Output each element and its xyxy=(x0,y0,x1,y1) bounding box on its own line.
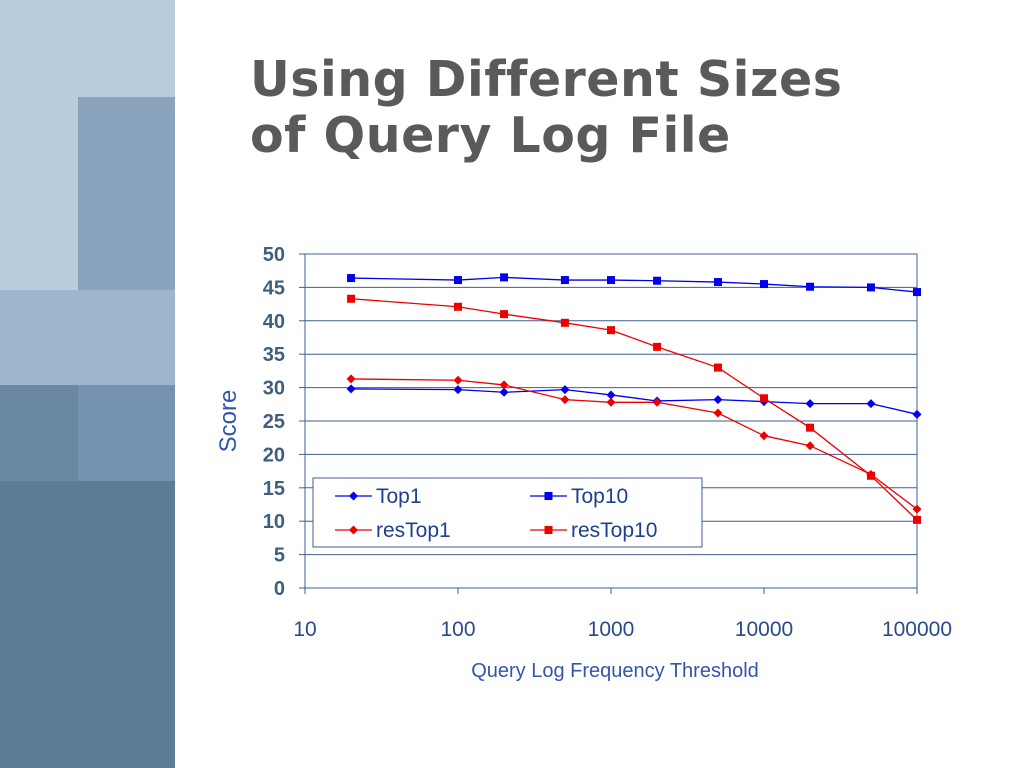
data-point-resTop1 xyxy=(759,431,769,441)
y-tick-label: 20 xyxy=(263,444,285,466)
data-point-Top1 xyxy=(606,390,616,400)
series-line-Top1 xyxy=(351,388,918,415)
legend-box xyxy=(312,477,703,548)
slide-title-line-1: Using Different Sizes xyxy=(250,51,843,108)
sidebar-tile xyxy=(0,385,78,481)
data-point-Top1 xyxy=(499,387,509,397)
data-point-resTop1 xyxy=(560,395,570,405)
y-axis-title: Score xyxy=(215,390,242,453)
legend-label-resTop10: resTop10 xyxy=(571,519,657,542)
sidebar-decoration xyxy=(0,0,175,768)
data-point-Top10 xyxy=(653,276,662,285)
data-point-Top10 xyxy=(454,276,462,285)
y-tick-label: 0 xyxy=(274,578,285,600)
data-point-resTop10 xyxy=(760,394,768,403)
x-tick-label: 100 xyxy=(440,618,475,641)
data-point-resTop1 xyxy=(499,380,509,390)
legend-marker-Top10 xyxy=(544,492,553,500)
sidebar-tile xyxy=(0,290,175,385)
data-point-Top10 xyxy=(347,274,356,283)
data-point-resTop10 xyxy=(560,318,569,327)
data-point-resTop10 xyxy=(653,342,662,351)
data-point-Top1 xyxy=(560,385,570,395)
data-point-resTop10 xyxy=(347,294,356,303)
data-point-Top1 xyxy=(346,384,356,394)
x-tick-label: 10000 xyxy=(735,618,793,641)
data-point-Top1 xyxy=(805,399,815,409)
data-point-resTop1 xyxy=(453,375,463,385)
y-tick-label: 30 xyxy=(263,378,285,400)
data-point-Top10 xyxy=(866,283,875,292)
data-point-Top10 xyxy=(560,276,569,285)
slide-title: Using Different Sizes of Query Log File xyxy=(250,52,990,164)
legend-label-Top10: Top10 xyxy=(571,485,628,508)
data-point-Top10 xyxy=(607,276,615,285)
slide-title-line-2: of Query Log File xyxy=(250,107,731,164)
data-point-resTop10 xyxy=(607,326,615,335)
sidebar-tile xyxy=(0,0,78,97)
legend-label-Top1: Top1 xyxy=(376,485,422,508)
x-tick-label: 1000 xyxy=(588,618,635,641)
y-tick-label: 45 xyxy=(263,277,285,299)
y-tick-label: 40 xyxy=(263,311,285,333)
data-point-Top1 xyxy=(453,385,463,395)
data-point-Top10 xyxy=(760,280,768,289)
data-point-resTop1 xyxy=(652,397,662,407)
data-point-resTop10 xyxy=(913,515,921,524)
y-tick-label: 50 xyxy=(263,244,285,266)
data-point-resTop1 xyxy=(912,504,922,514)
legend: Top1 Top10 resTop1 resTop10 xyxy=(312,477,703,548)
data-point-resTop1 xyxy=(346,374,356,384)
data-point-resTop10 xyxy=(500,310,509,319)
y-tick-label: 35 xyxy=(263,344,285,366)
y-tick-label: 15 xyxy=(263,478,285,500)
sidebar-tile xyxy=(78,385,175,481)
data-point-Top10 xyxy=(806,282,815,291)
sidebar-tile xyxy=(78,0,175,97)
x-tick-label: 10 xyxy=(293,618,316,641)
series-line-Top10 xyxy=(351,276,918,293)
series-resTop10 xyxy=(347,294,921,524)
sidebar-tile xyxy=(0,481,175,768)
data-point-resTop1 xyxy=(805,441,815,451)
y-tick-label: 25 xyxy=(263,411,285,433)
data-point-resTop10 xyxy=(806,423,815,432)
series-resTop1 xyxy=(346,374,922,514)
data-point-resTop10 xyxy=(866,471,875,480)
data-point-resTop1 xyxy=(713,408,723,418)
legend-marker-resTop10 xyxy=(544,526,553,534)
sidebar-tile xyxy=(0,97,78,290)
series-Top1 xyxy=(346,384,922,419)
data-point-Top10 xyxy=(913,288,921,297)
data-point-resTop10 xyxy=(454,302,462,311)
data-point-Top1 xyxy=(713,395,723,405)
y-tick-label: 10 xyxy=(263,511,285,533)
series-Top10 xyxy=(347,273,921,297)
y-tick-label: 5 xyxy=(274,545,285,567)
x-tick-label: 100000 xyxy=(882,618,952,641)
data-point-Top1 xyxy=(866,399,876,409)
data-point-Top10 xyxy=(713,278,722,287)
data-point-resTop10 xyxy=(713,363,722,372)
data-point-Top10 xyxy=(500,273,509,282)
legend-marker-Top1 xyxy=(349,491,358,501)
sidebar-tile xyxy=(78,97,175,290)
x-axis-title: Query Log Frequency Threshold xyxy=(471,660,759,682)
legend-marker-resTop1 xyxy=(349,525,358,535)
legend-label-resTop1: resTop1 xyxy=(376,519,451,542)
data-point-Top1 xyxy=(912,409,922,419)
data-point-resTop1 xyxy=(606,397,616,407)
